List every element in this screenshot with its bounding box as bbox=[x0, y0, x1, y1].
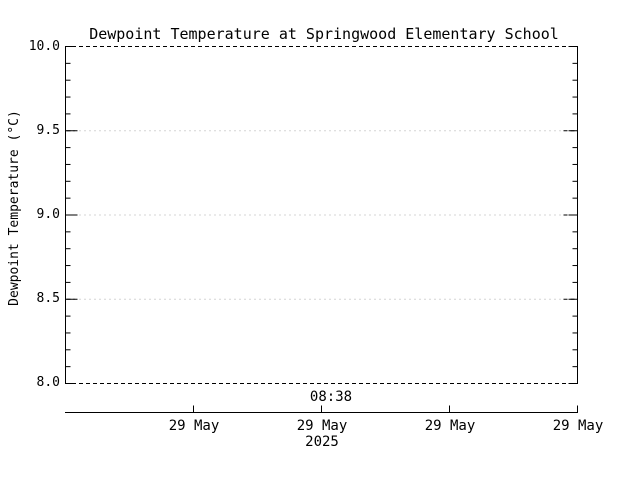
y-tick-label-9.0: 9.0 bbox=[36, 207, 60, 222]
x-tick-label-3: 29 May bbox=[424, 418, 476, 434]
y-tick-label-9.5: 9.5 bbox=[36, 123, 60, 138]
chart-title: Dewpoint Temperature at Springwood Eleme… bbox=[89, 25, 559, 43]
x-tick-label-1: 29 May bbox=[168, 418, 220, 434]
y-tick-label-8.5: 8.5 bbox=[36, 291, 60, 306]
time-annotation: 08:38 bbox=[309, 389, 353, 405]
x-tick-label-4: 29 May bbox=[552, 418, 604, 434]
year-label: 2025 bbox=[305, 434, 339, 450]
y-tick-label-8.0: 8.0 bbox=[36, 375, 60, 390]
y-tick-label-10.0: 10.0 bbox=[28, 39, 60, 54]
x-tick-label-2: 29 May bbox=[296, 418, 348, 434]
